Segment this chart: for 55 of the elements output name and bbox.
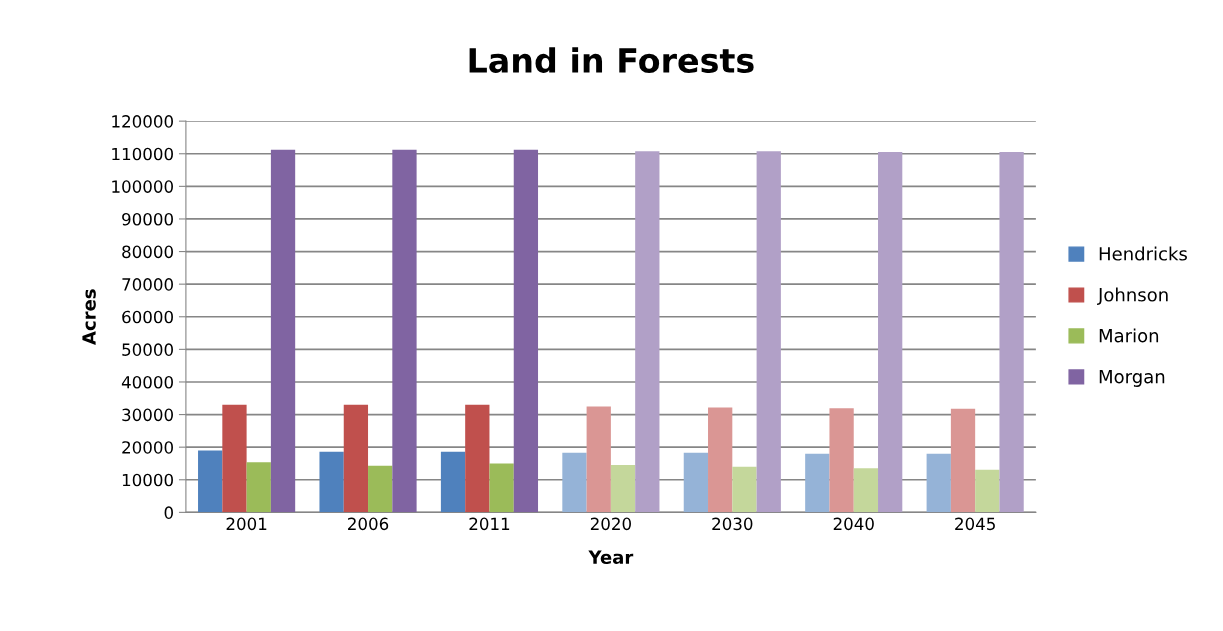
bar: [489, 463, 514, 513]
bar: [343, 404, 369, 513]
bar: [878, 152, 903, 513]
bar: [440, 451, 466, 513]
x-tick-label: 2040: [833, 517, 874, 531]
x-tick-label: 2001: [226, 517, 267, 531]
bar: [270, 149, 296, 513]
bar: [465, 404, 490, 513]
y-tick-label: 80000: [122, 245, 173, 259]
y-tick-label: 10000: [122, 473, 173, 487]
y-tick-label: 70000: [122, 278, 173, 291]
y-tick-label: 110000: [112, 147, 173, 161]
bar: [708, 407, 733, 513]
bar: [950, 408, 976, 513]
bar: [562, 452, 587, 513]
legend-label: Morgan: [1099, 370, 1165, 387]
y-tick-label: 120000: [112, 115, 173, 128]
y-tick-label: 90000: [122, 212, 173, 226]
bar: [683, 452, 709, 513]
bar: [513, 149, 539, 513]
x-tick-label: 2011: [469, 517, 510, 531]
legend-label: Johnson: [1097, 287, 1168, 305]
y-tick-label: 100000: [112, 180, 173, 193]
bar: [610, 465, 636, 513]
bar: [319, 451, 344, 513]
y-axis-title: Acres: [82, 289, 96, 345]
x-tick-label: 2020: [590, 517, 631, 531]
bar: [392, 149, 417, 513]
bar: [829, 408, 854, 513]
bar: [635, 151, 660, 513]
bar: [999, 152, 1024, 513]
x-tick-label: 2045: [955, 517, 995, 531]
bar: [853, 468, 879, 513]
bar: [246, 462, 271, 513]
x-tick-label: 2030: [712, 517, 753, 531]
y-tick-label: 60000: [122, 310, 173, 324]
bar: [732, 466, 757, 513]
y-tick-label: 50000: [122, 343, 173, 356]
bar: [926, 453, 951, 513]
bar: [586, 406, 611, 513]
chart-title: Land in Forests: [469, 47, 754, 74]
bar: [222, 404, 247, 513]
bar: [975, 469, 1000, 513]
y-tick-label: 30000: [122, 408, 173, 422]
legend-label: Hendricks: [1099, 246, 1187, 261]
bar: [756, 151, 781, 513]
y-tick-label: 40000: [121, 375, 173, 389]
x-axis-title: Year: [588, 550, 634, 565]
bar: [198, 450, 223, 513]
bar: [368, 465, 393, 513]
x-tick-label: 2006: [348, 517, 389, 531]
y-tick-label: 20000: [122, 441, 173, 454]
bar: [805, 453, 830, 513]
legend-label: Marion: [1099, 328, 1159, 343]
y-tick-label: 0: [164, 506, 173, 519]
